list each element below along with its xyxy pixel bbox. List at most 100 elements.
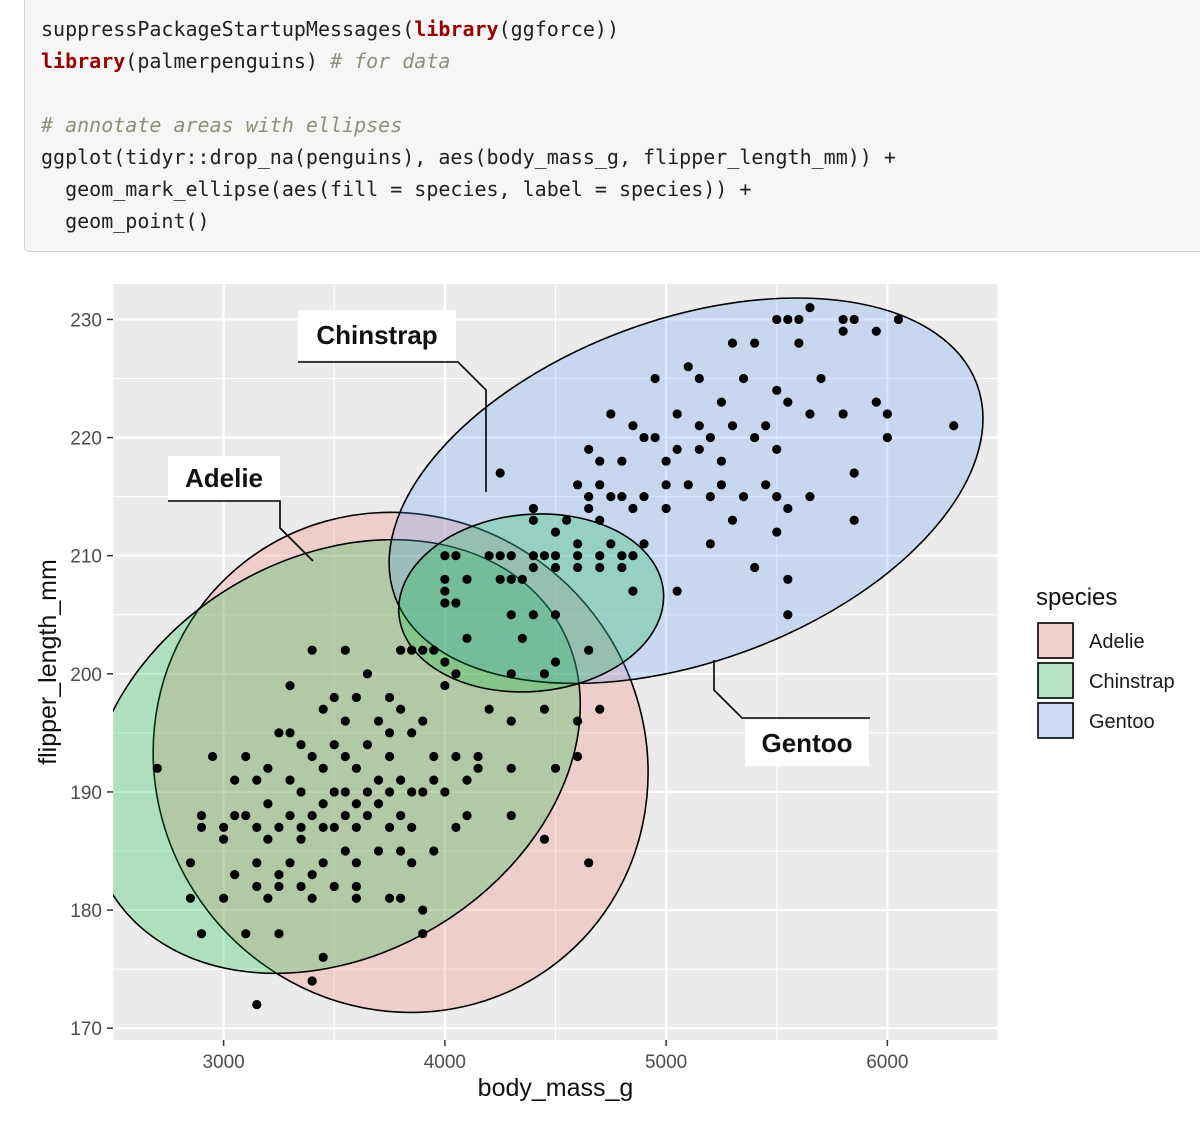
- data-point: [196, 929, 207, 939]
- data-point: [805, 303, 815, 313]
- data-point: [606, 539, 616, 549]
- data-point: [252, 822, 262, 832]
- code-comment: # for data: [330, 49, 451, 73]
- data-point: [152, 763, 162, 773]
- label-box: [168, 456, 280, 500]
- data-point: [772, 314, 782, 325]
- data-point: [274, 728, 284, 738]
- data-point: [340, 846, 350, 856]
- data-point: [384, 787, 395, 797]
- data-point: [340, 787, 350, 797]
- data-point: [683, 362, 693, 372]
- data-point: [595, 456, 605, 466]
- data-point: [639, 492, 649, 502]
- legend: species Adelie Chinstrap Gentoo: [1036, 584, 1175, 739]
- y-tick-label: 200: [70, 665, 102, 686]
- data-point: [584, 503, 594, 514]
- data-point: [495, 551, 505, 561]
- ellipse-label-gentoo: Gentoo: [762, 728, 853, 758]
- data-point: [849, 314, 859, 325]
- data-point: [396, 810, 406, 821]
- data-point: [727, 421, 738, 431]
- data-point: [307, 870, 317, 880]
- data-point: [628, 586, 638, 596]
- data-point: [318, 822, 328, 832]
- data-point: [407, 787, 417, 797]
- data-point: [241, 810, 251, 821]
- data-point: [484, 551, 494, 561]
- data-point: [805, 409, 815, 419]
- data-point: [561, 515, 572, 525]
- label-box: [298, 310, 456, 360]
- data-point: [451, 669, 461, 679]
- legend-key-background: [1037, 622, 1074, 659]
- data-point: [550, 551, 561, 561]
- data-point: [318, 952, 328, 962]
- legend-key-background: [1037, 702, 1074, 739]
- data-point: [373, 799, 384, 809]
- data-point: [705, 432, 715, 443]
- data-point: [628, 551, 638, 561]
- data-point: [318, 858, 328, 868]
- data-point: [716, 397, 727, 407]
- data-point: [750, 338, 760, 348]
- data-point: [949, 421, 959, 431]
- connector-line: [713, 660, 870, 719]
- data-point: [639, 432, 649, 443]
- data-point: [573, 751, 583, 762]
- data-point: [263, 893, 273, 903]
- data-point: [727, 515, 738, 525]
- legend-key-adelie: [1037, 622, 1074, 659]
- data-point: [761, 421, 771, 431]
- data-point: [694, 373, 704, 384]
- data-point: [506, 716, 516, 726]
- data-point: [816, 373, 826, 384]
- data-point: [307, 751, 317, 762]
- data-point: [230, 810, 240, 821]
- data-point: [230, 870, 240, 880]
- data-point: [263, 834, 273, 844]
- data-point: [705, 539, 715, 549]
- code-line-3: # annotate areas with ellipses: [41, 113, 403, 137]
- data-point: [462, 775, 472, 785]
- data-point: [871, 326, 881, 336]
- data-point: [694, 444, 704, 454]
- data-point: [396, 846, 406, 856]
- legend-key-background: [1037, 662, 1074, 699]
- code-line-6: geom_point(): [41, 209, 210, 233]
- data-point: [329, 822, 339, 832]
- data-point: [462, 574, 472, 584]
- data-point: [418, 645, 428, 655]
- code-text: suppressPackageStartupMessages(: [41, 17, 415, 41]
- data-point: [296, 787, 306, 797]
- data-point: [396, 645, 406, 655]
- data-point: [373, 775, 384, 785]
- data-point: [296, 740, 306, 750]
- data-point: [451, 598, 461, 608]
- data-point: [318, 763, 328, 773]
- data-point: [263, 799, 273, 809]
- data-point: [373, 846, 384, 856]
- data-point: [794, 314, 804, 325]
- data-point: [783, 574, 793, 584]
- data-point: [296, 834, 306, 844]
- data-point: [705, 492, 715, 502]
- data-point: [340, 751, 350, 762]
- data-point: [429, 645, 439, 655]
- data-point: [318, 799, 328, 809]
- data-point: [550, 610, 561, 620]
- data-point: [451, 822, 461, 832]
- data-point: [429, 751, 439, 762]
- data-point: [495, 574, 505, 584]
- data-point: [838, 326, 848, 336]
- data-point: [396, 775, 406, 785]
- data-point: [672, 586, 682, 596]
- y-tick-label: 170: [70, 1019, 102, 1040]
- data-point: [252, 775, 262, 785]
- data-point: [882, 409, 892, 419]
- legend-label-adelie: Adelie: [1089, 631, 1145, 653]
- data-point: [418, 929, 428, 939]
- data-point: [661, 456, 671, 466]
- data-point: [329, 881, 339, 892]
- data-point: [882, 432, 892, 443]
